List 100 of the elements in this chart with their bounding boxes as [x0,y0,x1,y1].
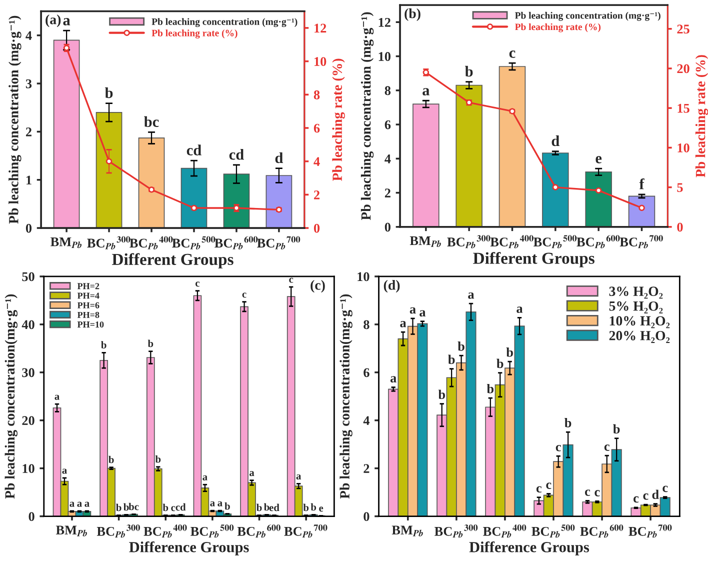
x-tick-label: BC$_{Pb}$$^{700}$ [284,524,328,538]
data-label: b [224,502,230,510]
y2-tick-label: 8 [314,90,320,100]
y-axis-title: Pb leaching concentration(mg·g⁻¹) [4,294,18,499]
data-label: c [171,506,176,512]
x-tick-label: BC$_{Pb}$$^{600}$ [576,235,620,248]
legend-label: 3% H₂O₂ [609,286,663,299]
data-label: c [604,444,610,451]
data-label: ed [269,504,280,512]
y2-tick-label: 0 [314,224,320,233]
data-label: d [552,135,560,146]
data-label: b [465,66,473,77]
x-tick-label: BC$_{Pb}$$^{500}$ [534,235,577,248]
y-tick-label: 40 [22,320,34,330]
data-label: d [652,490,659,500]
y2-tick-label: 5 [677,183,683,192]
x-tick-label: BC$_{Pb}$$^{600}$ [214,236,258,250]
data-label: a [516,306,523,313]
data-label: d [275,152,284,164]
data-label: b [148,340,154,348]
data-label: c [289,278,294,283]
data-label: b [448,354,455,364]
y-tick-label: 2 [26,128,32,136]
legend-label: Pb leaching concentration (mg·g⁻¹) [514,12,660,21]
x-tick-label: BC$_{Pb}$$^{400}$ [483,524,526,538]
y2-tick-label: 2 [314,190,320,200]
y-tick-label: 50 [22,272,34,282]
legend-label: PH=4 [77,292,100,299]
legend-label: Pb leaching rate (%) [152,30,238,38]
data-label: c [594,490,600,496]
y-tick-label: 0 [26,224,32,233]
y-tick-label: 10 [358,272,370,282]
x-tick-label: BC$_{Pb}$$^{500}$ [190,524,234,538]
annotation: (b) [404,8,420,21]
y-tick-label: 30 [22,368,34,378]
annotation: (a) [46,14,61,28]
x-axis-title: Different Groups [112,253,234,268]
y2-tick-label: 12 [314,24,326,33]
data-label: a [250,471,254,476]
data-label: c [643,493,648,500]
data-label: b [506,348,513,357]
data-label: b [564,418,572,428]
data-label: c [546,482,552,489]
y-tick-label: 10 [22,464,34,474]
x-tick-label: BC$_{Pb}$$^{300}$ [447,235,490,248]
data-label: b [303,504,309,512]
data-label: b [486,384,494,394]
data-label: a [202,475,208,480]
x-tick-label: BC$_{Pb}$$^{300}$ [96,524,140,538]
y-tick-label: 6 [384,120,391,130]
y-tick-label: 6 [364,368,370,378]
y2-tick-label: 10 [314,57,326,66]
x-tick-label: BM$_{Pb}$ [410,236,441,247]
x-tick-label: BC$_{Pb}$$^{500}$ [172,236,216,250]
data-label: c [196,282,200,287]
x-tick-label: BC$_{Pb}$$^{300}$ [87,236,130,250]
y2-tick-label: 25 [677,24,690,34]
x-tick-label: BM$_{Pb}$ [56,526,87,536]
y-tick-label: 3 [26,79,32,88]
y2-axis-title: Pb leaching rate (%) [695,55,708,178]
data-label: c [634,496,639,503]
data-label: b [458,342,464,351]
data-label: b [310,503,316,511]
data-label: a [70,502,74,507]
data-label: a [77,502,82,507]
y2-tick-label: 6 [314,124,320,133]
y2-tick-label: 20 [677,64,690,74]
data-label: a [84,502,90,507]
legend-label: PH=8 [77,312,100,318]
data-label: b [101,341,106,348]
data-label: b [124,503,129,511]
y2-axis-title: Pb leaching rate (%) [332,58,345,181]
y-tick-label: 4 [26,31,32,40]
x-axis-title: Different Groups [473,252,594,268]
data-label: a [410,307,416,314]
data-label: e [596,156,602,164]
x-tick-label: BC$_{Pb}$$^{700}$ [257,236,300,250]
legend-label: PH=2 [77,283,100,290]
x-tick-label: BC$_{Pb}$$^{400}$ [130,236,173,250]
data-label: c [556,444,561,452]
y-tick-label: 8 [384,86,391,96]
data-label: a [210,501,215,506]
y2-tick-label: 4 [314,157,320,166]
data-label: bc [144,116,159,127]
data-label: a [400,320,406,328]
data-label: b [438,390,446,400]
y-axis-title: Pb leaching concentration(mg·g⁻¹) [340,294,352,499]
data-label: c [584,490,590,496]
data-label: a [390,376,396,382]
y-tick-label: 0 [28,512,34,521]
legend-label: PH=6 [77,302,100,308]
data-label: b [162,504,168,512]
data-label: a [63,18,70,26]
data-label: c [509,50,516,58]
data-label: b [613,424,620,434]
annotation: (d) [384,280,400,293]
legend-label: Pb leaching concentration (mg·g⁻¹) [152,18,298,28]
data-label: a [62,468,67,474]
y-tick-label: 1 [26,176,32,184]
data-label: f [639,178,644,190]
